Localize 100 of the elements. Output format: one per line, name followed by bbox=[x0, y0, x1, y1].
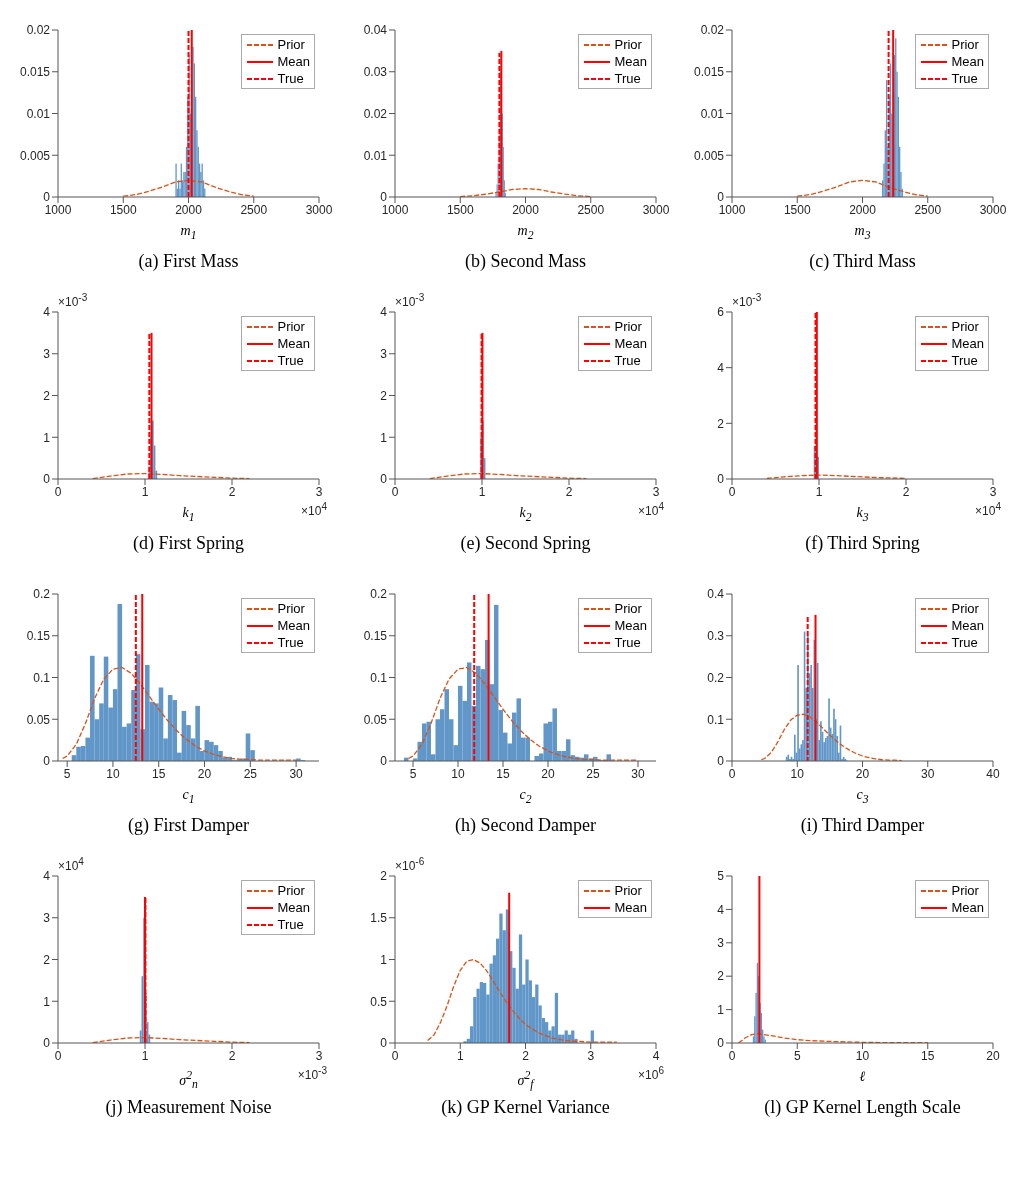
y-tick-label: 4 bbox=[380, 305, 388, 320]
y-tick-label: 4 bbox=[717, 902, 725, 917]
y-tick-label: 0.01 bbox=[363, 148, 388, 163]
y-tick-label: 2 bbox=[43, 388, 51, 403]
x-tick-label: 3000 bbox=[642, 202, 670, 217]
text: (i) Third Damper bbox=[799, 815, 926, 836]
y-tick-label: 3 bbox=[43, 347, 51, 362]
y-tick-label: 0 bbox=[380, 190, 388, 205]
legend-label: Prior bbox=[277, 883, 305, 898]
legend-label: True bbox=[951, 635, 978, 650]
text: (b) Second Mass bbox=[464, 251, 587, 272]
y-tick-label: 1.5 bbox=[370, 911, 388, 926]
x-tick-label: 30 bbox=[289, 766, 304, 781]
x-tick-label: 2500 bbox=[914, 202, 942, 217]
y-tick-label: 0.01 bbox=[700, 106, 725, 121]
y-tick-label: 0.15 bbox=[363, 629, 388, 644]
legend-label: Prior bbox=[951, 601, 979, 616]
text: (g) First Damper bbox=[127, 815, 250, 836]
y-tick-label: 0.01 bbox=[26, 106, 51, 121]
x-tick-label: 2000 bbox=[849, 202, 877, 217]
x-tick-label: 1 bbox=[815, 484, 823, 499]
y-tick-label: 0.04 bbox=[363, 23, 388, 38]
text: ×10$^{-6}$ bbox=[395, 856, 425, 873]
legend-label: Prior bbox=[614, 601, 642, 616]
x-tick-label: 0 bbox=[54, 1048, 62, 1063]
text: ×10$^{4}$ bbox=[58, 856, 84, 873]
legend-label: Prior bbox=[277, 37, 305, 52]
x-tick-label: 3 bbox=[315, 1048, 323, 1063]
x-tick-label: 15 bbox=[921, 1048, 935, 1063]
legend-label: True bbox=[277, 635, 304, 650]
x-tick-label: 1000 bbox=[718, 202, 746, 217]
x-tick-label: 3000 bbox=[979, 202, 1007, 217]
x-axis-title: c$_{1}$ bbox=[181, 787, 196, 808]
y-tick-label: 4 bbox=[717, 360, 725, 375]
x-tick-label: 1000 bbox=[381, 202, 409, 217]
legend-label: True bbox=[951, 353, 978, 368]
legend-label: True bbox=[614, 71, 641, 86]
text: (h) Second Damper bbox=[454, 815, 597, 836]
legend-label: True bbox=[277, 917, 304, 932]
y-tick-label: 2 bbox=[717, 969, 725, 984]
legend-label: Prior bbox=[277, 319, 305, 334]
x-tick-label: 2500 bbox=[577, 202, 605, 217]
x-axis-title: k$_{2}$ bbox=[519, 505, 532, 524]
legend-label: True bbox=[614, 635, 641, 650]
y-tick-label: 0.05 bbox=[26, 712, 51, 727]
y-tick-label: 0 bbox=[717, 472, 725, 487]
x-axis-title: m$_{1}$ bbox=[179, 223, 198, 244]
y-tick-label: 0 bbox=[717, 1036, 725, 1051]
x-tick-label: 10 bbox=[451, 766, 465, 781]
x-axis-title: c$_{3}$ bbox=[855, 787, 870, 808]
text: (e) Second Spring bbox=[459, 533, 592, 554]
x-tick-label: 5 bbox=[793, 1048, 801, 1063]
y-tick-label: 0 bbox=[43, 190, 51, 205]
y-tick-label: 3 bbox=[380, 347, 388, 362]
x-tick-label: 15 bbox=[152, 766, 166, 781]
legend-label: Mean bbox=[614, 900, 647, 915]
x-axis-title: m$_{2}$ bbox=[516, 223, 535, 244]
text: (j) Measurement Noise bbox=[104, 1097, 273, 1118]
x-tick-label: 3 bbox=[315, 484, 323, 499]
x-tick-label: 2 bbox=[228, 484, 236, 499]
x-tick-label: 20 bbox=[197, 766, 212, 781]
y-tick-label: 0 bbox=[717, 190, 725, 205]
legend-label: Mean bbox=[614, 618, 647, 633]
x-tick-label: 0 bbox=[54, 484, 62, 499]
legend-label: Mean bbox=[277, 54, 310, 69]
legend-label: Mean bbox=[951, 618, 984, 633]
x-tick-label: 2 bbox=[902, 484, 910, 499]
x-tick-label: 1 bbox=[478, 484, 486, 499]
x-tick-label: 5 bbox=[409, 766, 417, 781]
x-tick-label: 1 bbox=[456, 1048, 464, 1063]
legend-label: True bbox=[277, 353, 304, 368]
text: (l) GP Kernel Length Scale bbox=[763, 1097, 962, 1118]
x-tick-label: 30 bbox=[921, 766, 935, 781]
y-tick-label: 4 bbox=[43, 869, 51, 884]
y-tick-label: 0.5 bbox=[370, 994, 388, 1009]
y-tick-label: 0.3 bbox=[707, 629, 725, 644]
x-tick-label: 1000 bbox=[44, 202, 72, 217]
x-axis-title: m$_{3}$ bbox=[853, 223, 872, 244]
legend-label: Mean bbox=[614, 54, 647, 69]
y-tick-label: 2 bbox=[380, 869, 388, 884]
x-tick-label: 40 bbox=[986, 766, 1000, 781]
legend-label: Prior bbox=[614, 883, 642, 898]
x-tick-label: 0 bbox=[728, 1048, 736, 1063]
legend-label: Prior bbox=[951, 883, 979, 898]
x-axis-title: k$_{3}$ bbox=[856, 505, 869, 524]
text: (c) Third Mass bbox=[808, 251, 917, 272]
text: ×10$^{4}$ bbox=[975, 501, 1001, 518]
y-tick-label: 1 bbox=[380, 430, 388, 445]
x-tick-label: 3 bbox=[989, 484, 997, 499]
legend-label: Prior bbox=[951, 319, 979, 334]
y-tick-label: 0 bbox=[43, 754, 51, 769]
legend-label: Prior bbox=[277, 601, 305, 616]
y-tick-label: 0.02 bbox=[26, 23, 51, 38]
text: ×10$^{-3}$ bbox=[297, 1065, 327, 1082]
y-tick-label: 0.005 bbox=[19, 148, 51, 163]
x-tick-label: 2 bbox=[522, 1048, 530, 1063]
text: ×10$^{4}$ bbox=[301, 501, 327, 518]
x-tick-label: 25 bbox=[586, 766, 600, 781]
y-tick-label: 4 bbox=[43, 305, 51, 320]
x-tick-label: 2 bbox=[565, 484, 573, 499]
